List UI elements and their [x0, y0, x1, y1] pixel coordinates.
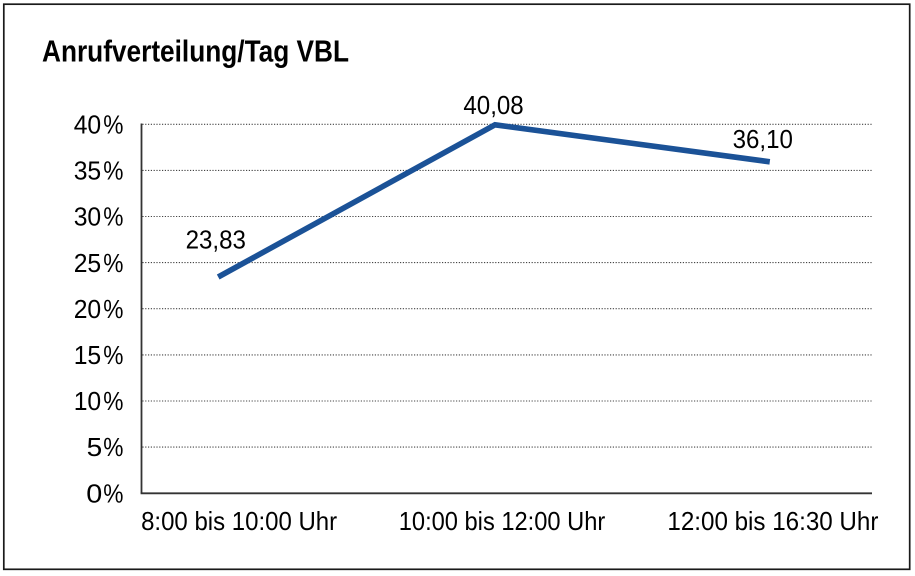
svg-text:Anrufverteilung/Tag VBL: Anrufverteilung/Tag VBL — [42, 34, 349, 69]
svg-text:10: 10 — [74, 386, 102, 416]
svg-text:%: % — [103, 479, 123, 509]
svg-text:8:00 bis 10:00 Uhr: 8:00 bis 10:00 Uhr — [141, 506, 337, 536]
svg-text:20: 20 — [74, 294, 102, 324]
svg-text:%: % — [103, 202, 123, 232]
svg-text:5: 5 — [87, 432, 103, 462]
svg-text:%: % — [103, 340, 123, 370]
svg-text:30: 30 — [74, 202, 102, 232]
svg-text:%: % — [103, 248, 123, 278]
svg-text:40: 40 — [74, 110, 102, 140]
svg-text:%: % — [103, 110, 123, 140]
svg-text:%: % — [103, 156, 123, 186]
svg-text:40,08: 40,08 — [463, 90, 523, 120]
svg-text:10:00 bis 12:00 Uhr: 10:00 bis 12:00 Uhr — [399, 506, 606, 536]
svg-text:12:00 bis 16:30 Uhr: 12:00 bis 16:30 Uhr — [667, 506, 878, 536]
svg-text:35: 35 — [74, 156, 102, 186]
svg-text:%: % — [103, 432, 123, 462]
svg-text:25: 25 — [74, 248, 102, 278]
svg-text:15: 15 — [74, 340, 102, 370]
svg-text:23,83: 23,83 — [186, 224, 246, 254]
svg-text:%: % — [103, 294, 123, 324]
svg-text:0: 0 — [86, 479, 102, 509]
svg-text:%: % — [103, 386, 123, 416]
svg-text:36,10: 36,10 — [733, 124, 793, 154]
